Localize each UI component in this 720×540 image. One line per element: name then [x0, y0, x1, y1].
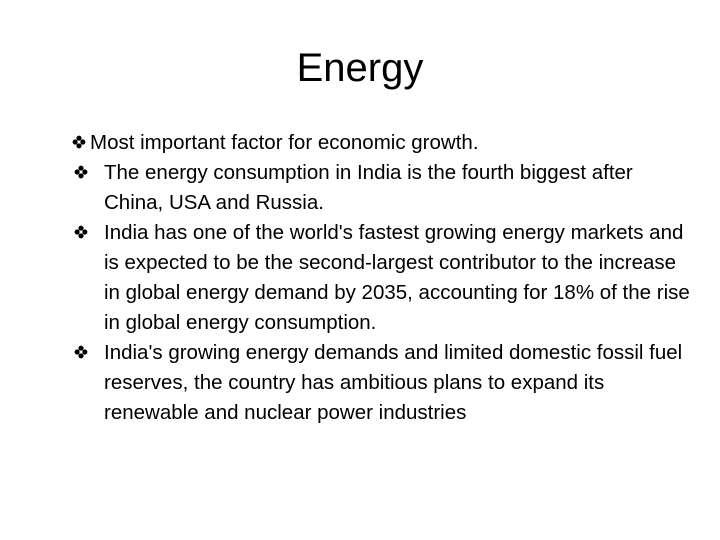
bullet-text: The energy consumption in India is the f…	[104, 161, 633, 214]
diamond-bullet-icon	[74, 225, 88, 239]
bullet-text: Most important factor for economic growt…	[90, 131, 479, 154]
bullet-text: India's growing energy demands and limit…	[104, 341, 683, 424]
diamond-bullet-icon	[72, 135, 86, 149]
bullet-item: Most important factor for economic growt…	[72, 128, 694, 158]
bullet-list: Most important factor for economic growt…	[72, 128, 694, 428]
bullet-item: The energy consumption in India is the f…	[74, 158, 694, 218]
bullet-item: India's growing energy demands and limit…	[74, 338, 694, 428]
diamond-bullet-icon	[74, 345, 88, 359]
slide-title: Energy	[296, 46, 424, 90]
bullet-text: India has one of the world's fastest gro…	[104, 221, 690, 334]
diamond-bullet-icon	[74, 165, 88, 179]
bullet-item: India has one of the world's fastest gro…	[74, 218, 694, 338]
